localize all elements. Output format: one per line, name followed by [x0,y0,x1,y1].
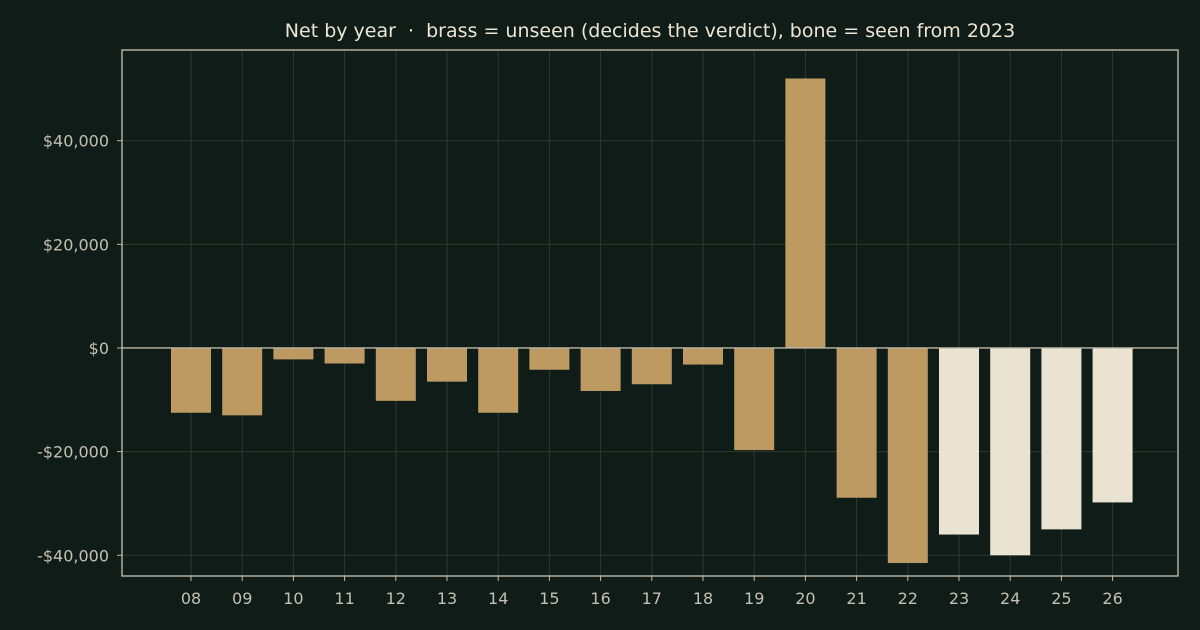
chart-title: Net by year · brass = unseen (decides th… [285,20,1015,42]
bar-20-unseen [785,78,826,348]
x-tick-label: 08 [181,589,201,608]
bar-19-unseen [734,347,775,451]
x-tick-label: 24 [1000,589,1020,608]
x-tick-label: 09 [232,589,252,608]
x-axis-ticks: 08 09 10 11 12 13 14 15 16 17 18 19 20 21 22 23 24 25 26 [181,576,1123,608]
x-tick-label: 20 [795,589,815,608]
bar-09-unseen [222,347,263,416]
x-tick-label: 13 [437,589,457,608]
y-tick-label: $0 [89,339,109,358]
x-tick-label: 21 [846,589,866,608]
x-tick-label: 18 [693,589,713,608]
x-tick-label: 23 [949,589,969,608]
x-tick-label: 14 [488,589,508,608]
x-tick-label: 26 [1102,589,1122,608]
bar-08-unseen [171,347,211,413]
bar-11-unseen [324,347,365,364]
y-tick-label: -$40,000 [37,546,109,565]
bar-26-seen [1092,347,1133,503]
x-tick-label: 25 [1051,589,1071,608]
y-axis-ticks: $40,000 $20,000 $0 -$20,000 -$40,000 [37,132,122,565]
x-tick-label: 12 [386,589,406,608]
bar-15-unseen [529,347,570,370]
bar-16-unseen [580,347,621,391]
x-tick-label: 10 [283,589,303,608]
x-tick-label: 17 [642,589,662,608]
bar-23-seen [939,347,979,535]
x-tick-label: 16 [590,589,610,608]
axes [121,49,1179,577]
x-tick-label: 15 [539,589,559,608]
bar-14-unseen [478,347,519,413]
x-tick-label: 19 [744,589,764,608]
bar-25-seen [1041,347,1082,530]
plot-frame [121,49,1179,577]
bar-24-seen [990,347,1031,556]
y-tick-label: $20,000 [43,235,109,254]
x-tick-label: 22 [898,589,918,608]
bar-10-unseen [273,347,314,360]
y-tick-label: -$20,000 [37,443,109,462]
bar-18-unseen [683,347,723,365]
bar-13-unseen [427,347,467,382]
bar-21-unseen [836,347,877,498]
y-tick-label: $40,000 [43,132,109,151]
x-tick-label: 11 [334,589,354,608]
bars [171,78,1133,564]
bar-22-unseen [887,347,928,564]
bar-17-unseen [631,347,672,385]
bar-12-unseen [375,347,416,401]
